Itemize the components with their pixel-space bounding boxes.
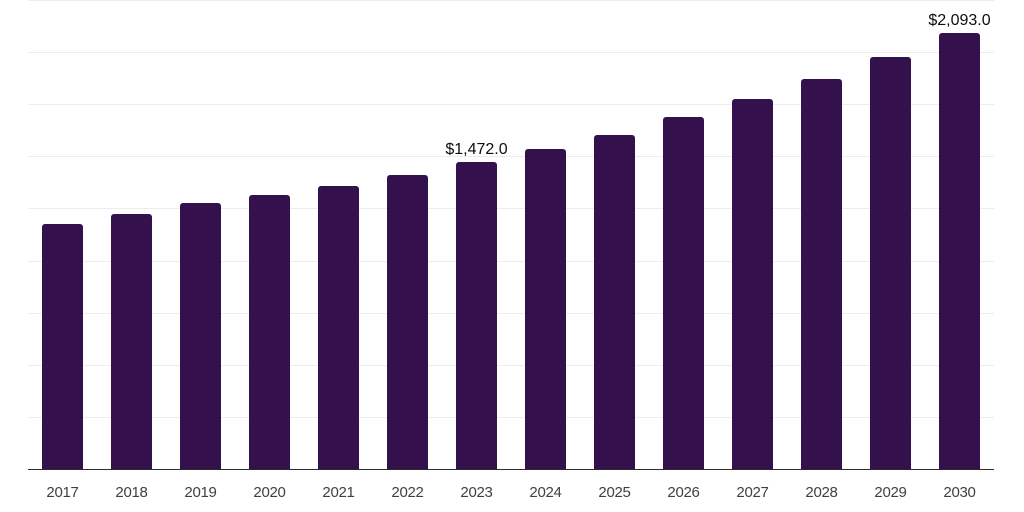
- x-tick-2019: 2019: [184, 484, 217, 501]
- gridline: [28, 364, 994, 366]
- x-tick-2027: 2027: [736, 484, 769, 501]
- x-tick-2030: 2030: [943, 484, 976, 501]
- x-tick-2021: 2021: [322, 484, 355, 501]
- x-tick-2022: 2022: [391, 484, 424, 501]
- bar-2022: [387, 175, 428, 469]
- x-tick-2028: 2028: [805, 484, 838, 501]
- gridline: [28, 208, 994, 210]
- x-tick-2024: 2024: [529, 484, 562, 501]
- x-tick-2029: 2029: [874, 484, 907, 501]
- bar-2017: [42, 224, 83, 469]
- bar-2027: [732, 99, 773, 469]
- x-tick-2020: 2020: [253, 484, 286, 501]
- gridline: [28, 416, 994, 418]
- bar-2018: [111, 213, 152, 469]
- gridline: [28, 260, 994, 262]
- x-tick-2018: 2018: [115, 484, 148, 501]
- x-tick-2026: 2026: [667, 484, 700, 501]
- bar-2024: [525, 148, 566, 469]
- gridline: [28, 104, 994, 106]
- bar-2029: [870, 57, 911, 469]
- value-label-2023: $1,472.0: [445, 141, 508, 159]
- bar-2020: [249, 195, 290, 469]
- bar-2026: [663, 117, 704, 469]
- bar-2028: [801, 79, 842, 469]
- bar-2021: [318, 186, 359, 469]
- bar-2023: [456, 162, 497, 469]
- bar-2025: [594, 134, 635, 469]
- gridline: [28, 52, 994, 54]
- x-tick-2023: 2023: [460, 484, 493, 501]
- plot-area: [28, 0, 994, 470]
- bar-2030: [939, 32, 980, 469]
- x-tick-2025: 2025: [598, 484, 631, 501]
- value-label-2030: $2,093.0: [928, 11, 991, 29]
- gridline: [28, 156, 994, 158]
- bar-2019: [180, 203, 221, 469]
- x-tick-2017: 2017: [46, 484, 79, 501]
- gridline: [28, 0, 994, 1]
- gridline: [28, 312, 994, 314]
